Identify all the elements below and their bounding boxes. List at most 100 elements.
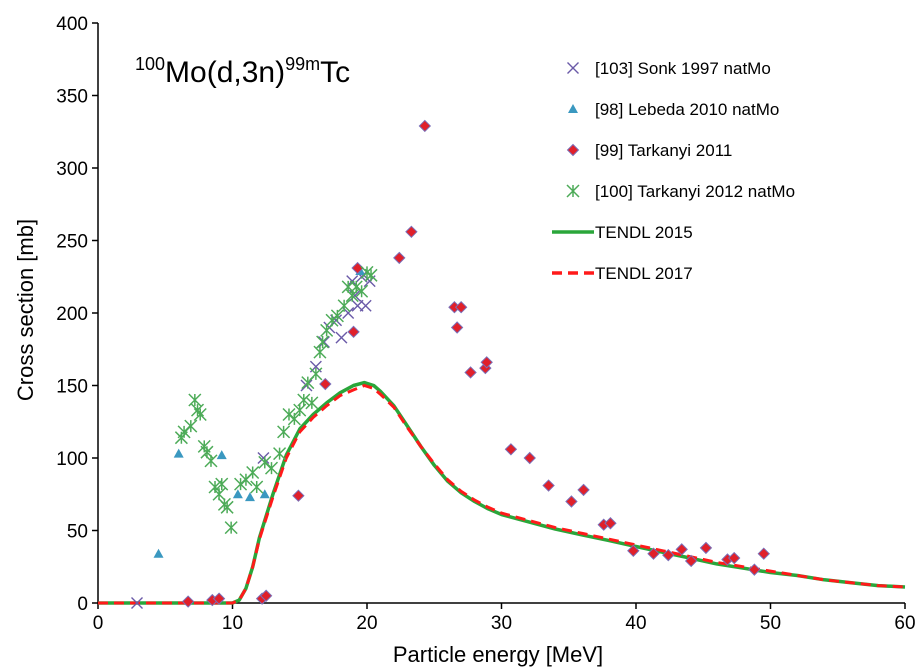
- y-tick-label: 100: [56, 449, 88, 470]
- tarkanyi2011-point: [565, 495, 578, 508]
- x-tick-label: 50: [760, 613, 781, 634]
- tarkanyi2012-point: [250, 480, 264, 494]
- tarkanyi2012-point: [220, 500, 234, 514]
- tarkanyi2011-point: [684, 554, 698, 568]
- tarkanyi2011-point: [727, 551, 741, 565]
- tarkanyi2011-point: [577, 483, 590, 497]
- tarkanyi2012-point: [193, 407, 207, 422]
- tarkanyi2012-point: [224, 521, 238, 535]
- y-axis-label: Cross section [mb]: [13, 219, 38, 401]
- y-tick-label: 50: [67, 522, 88, 543]
- tarkanyi2011-point: [504, 443, 518, 456]
- tarkanyi2012-point: [337, 299, 351, 313]
- tarkanyi2011-point: [748, 563, 761, 576]
- legend-item-sonk: [103] Sonk 1997 natMo: [567, 59, 771, 78]
- model-curves: [98, 380, 906, 605]
- tarkanyi2012-point: [297, 393, 311, 407]
- x-tick-label: 10: [222, 613, 243, 634]
- tarkanyi2011-point: [181, 595, 195, 608]
- tarkanyi2012-point: [184, 419, 198, 433]
- tarkanyi2011-point: [647, 547, 660, 560]
- data-points: [131, 119, 770, 609]
- x-tick-label: 0: [93, 613, 104, 634]
- tarkanyi2012-point: [204, 454, 218, 468]
- tarkanyi2011-point: [450, 321, 464, 334]
- tarkanyi2012-point: [330, 309, 344, 323]
- tarkanyi2012-point: [190, 403, 205, 417]
- tarkanyi2011-point: [480, 356, 493, 369]
- sonk-point: [359, 299, 372, 312]
- sonk-point: [131, 597, 143, 609]
- lebeda-point: [259, 489, 270, 499]
- legend-item-tarkanyi2011: [99] Tarkanyi 2011: [566, 141, 732, 160]
- sonk-point-legend-swatch: [567, 62, 579, 74]
- reaction-annotation: 100Mo(d,3n)99mTc: [135, 54, 350, 89]
- tarkanyi2012-point: [316, 335, 330, 349]
- tarkanyi2012-point: [293, 403, 307, 417]
- tarkanyi2011-point: [542, 479, 555, 492]
- legend-item-tendl2015: TENDL 2015: [552, 223, 693, 242]
- tarkanyi2012-point: [305, 396, 319, 410]
- tarkanyi2011-point: [523, 451, 536, 465]
- tarkanyi2012-point-legend-swatch: [566, 184, 580, 198]
- tarkanyi2012-point: [188, 393, 202, 407]
- tarkanyi2011-point: [393, 251, 406, 265]
- tarkanyi2011-point: [699, 541, 713, 555]
- tarkanyi2011-point: [212, 592, 226, 605]
- tarkanyi2012-point: [364, 268, 378, 282]
- tarkanyi2011-point: [627, 544, 640, 558]
- lebeda-point-legend-swatch: [568, 104, 578, 113]
- x-axis-label: Particle energy [MeV]: [393, 642, 603, 667]
- legend-label: [98] Lebeda 2010 natMo: [595, 100, 779, 119]
- sonk-point: [300, 379, 313, 392]
- x-tick-label: 30: [491, 613, 512, 634]
- sonk-point: [317, 336, 330, 348]
- tarkanyi2012-point: [277, 425, 291, 439]
- legend-label: TENDL 2017: [595, 264, 693, 283]
- legend-label: [103] Sonk 1997 natMo: [595, 59, 771, 78]
- x-tick-label: 40: [625, 613, 646, 634]
- tarkanyi2011-point: [347, 325, 360, 339]
- lebeda-point: [232, 489, 243, 499]
- tarkanyi2011-point: [405, 225, 418, 239]
- x-tick-label: 20: [356, 613, 377, 634]
- reaction-mass-number: 100: [135, 54, 165, 74]
- legend-item-lebeda: [98] Lebeda 2010 natMo: [568, 100, 779, 119]
- tendl2017-curve: [98, 384, 906, 605]
- lebeda-point: [244, 492, 255, 502]
- tarkanyi2011-point: [675, 543, 688, 556]
- tarkanyi2011-point: [259, 589, 273, 602]
- lebeda-point: [173, 448, 184, 458]
- y-tick-label: 200: [56, 304, 88, 325]
- tarkanyi2012-point: [273, 447, 287, 461]
- y-tick-label: 300: [56, 159, 88, 180]
- tarkanyi2011-point-legend-swatch: [566, 143, 580, 157]
- lebeda-point: [216, 450, 227, 460]
- tarkanyi2012-point: [313, 345, 327, 359]
- y-tick-label: 350: [56, 87, 88, 108]
- y-axis-ticks: 0 50 100 150 200 250 300 350 400: [56, 14, 98, 615]
- tarkanyi2011-point: [757, 547, 770, 560]
- legend: [103] Sonk 1997 natMo [98] Lebeda 2010 na…: [552, 59, 795, 283]
- reaction-target: Mo(d,3n): [165, 56, 285, 89]
- sonk-point: [335, 331, 348, 344]
- tarkanyi2012-point: [246, 465, 260, 480]
- tarkanyi2011-point: [418, 119, 432, 133]
- sonk-point: [257, 452, 270, 464]
- y-tick-label: 0: [77, 594, 88, 615]
- x-tick-label: 60: [894, 613, 915, 634]
- legend-item-tendl2017: TENDL 2017: [552, 264, 693, 283]
- legend-label: [99] Tarkanyi 2011: [595, 141, 732, 160]
- tarkanyi2011-point: [604, 517, 617, 530]
- tarkanyi2012-point: [264, 461, 279, 475]
- y-tick-label: 400: [56, 14, 88, 35]
- tarkanyi2011-point: [454, 300, 468, 314]
- tarkanyi2011-point: [464, 366, 477, 379]
- tarkanyi2011-point: [319, 377, 332, 391]
- tarkanyi2011-point: [292, 489, 305, 502]
- legend-label: [100] Tarkanyi 2012 natMo: [595, 182, 795, 201]
- legend-item-tarkanyi2012: [100] Tarkanyi 2012 natMo: [566, 182, 795, 201]
- tarkanyi2011-point: [662, 548, 675, 562]
- lebeda-point: [153, 548, 164, 558]
- y-tick-label: 150: [56, 377, 88, 398]
